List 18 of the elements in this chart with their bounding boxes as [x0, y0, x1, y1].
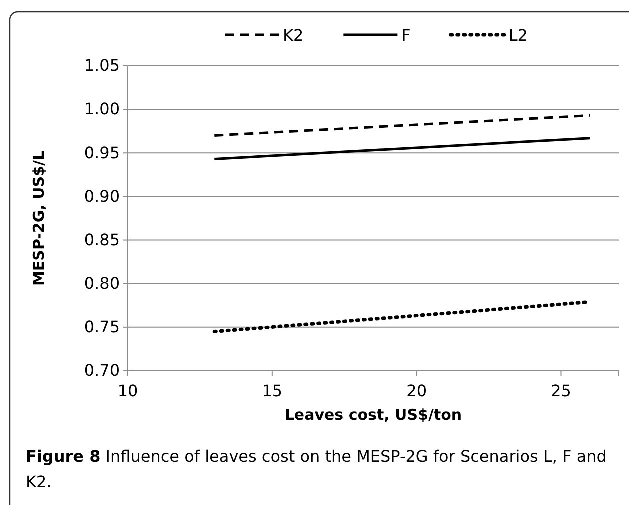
x-tick-label: 25 [551, 382, 572, 401]
legend-label: F [402, 26, 411, 45]
y-tick-label: 0.70 [84, 361, 120, 380]
y-tick-label: 1.05 [84, 56, 120, 76]
y-tick-label: 0.90 [84, 186, 120, 206]
x-tick-label: 10 [118, 382, 138, 401]
y-tick-label: 0.95 [84, 143, 120, 162]
legend-label: K2 [283, 26, 304, 45]
x-axis-title: Leaves cost, US$/ton [284, 406, 462, 424]
y-tick-label: 0.75 [84, 318, 120, 337]
y-tick-label: 0.85 [84, 230, 120, 250]
x-tick-label: 15 [262, 382, 283, 401]
text: Figure 8 Influence of leaves cost on the MESP-2G for Scenarios L, F and K2. [26, 447, 607, 492]
legend-label: L2 [508, 26, 528, 45]
y-tick-label: 1.00 [84, 100, 120, 119]
y-tick-label: 0.80 [84, 274, 120, 293]
y-axis-title: MESP-2G, US$/L [30, 150, 48, 286]
x-tick-label: 20 [406, 382, 428, 401]
